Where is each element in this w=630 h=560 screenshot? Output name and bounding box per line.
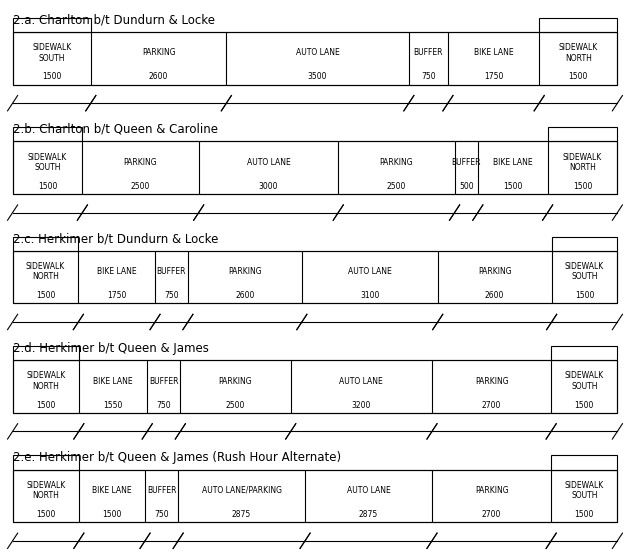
Text: 2.c. Herkimer b/t Dundurn & Locke: 2.c. Herkimer b/t Dundurn & Locke: [13, 232, 218, 245]
Text: 1500: 1500: [569, 72, 588, 81]
Bar: [13, 127, 83, 142]
Text: SIDEWALK
SOUTH: SIDEWALK SOUTH: [32, 43, 71, 63]
Text: 2.d. Herkimer b/t Queen & James: 2.d. Herkimer b/t Queen & James: [13, 342, 209, 354]
Text: SIDEWALK
NORTH: SIDEWALK NORTH: [26, 480, 66, 500]
Text: 3000: 3000: [259, 182, 278, 191]
Text: 2700: 2700: [482, 400, 501, 409]
Text: SIDEWALK
NORTH: SIDEWALK NORTH: [559, 43, 598, 63]
Bar: [13, 346, 79, 360]
Text: PARKING: PARKING: [475, 486, 508, 495]
Text: BIKE LANE: BIKE LANE: [92, 486, 132, 495]
Text: PARKING: PARKING: [478, 267, 512, 276]
Text: BIKE LANE: BIKE LANE: [93, 376, 133, 385]
Text: SIDEWALK
SOUTH: SIDEWALK SOUTH: [565, 262, 604, 281]
Text: 1500: 1500: [575, 400, 594, 409]
Text: SIDEWALK
NORTH: SIDEWALK NORTH: [563, 152, 602, 172]
Text: 2500: 2500: [387, 182, 406, 191]
Text: SIDEWALK
NORTH: SIDEWALK NORTH: [26, 262, 65, 281]
Text: SIDEWALK
NORTH: SIDEWALK NORTH: [26, 371, 66, 391]
Text: BIKE LANE: BIKE LANE: [474, 48, 513, 57]
Text: 3200: 3200: [352, 400, 371, 409]
Bar: [13, 32, 617, 85]
Text: PARKING: PARKING: [380, 158, 413, 167]
Bar: [13, 18, 91, 32]
Text: 2.b. Charlton b/t Queen & Caroline: 2.b. Charlton b/t Queen & Caroline: [13, 123, 217, 136]
Text: BUFFER: BUFFER: [149, 376, 178, 385]
Text: PARKING: PARKING: [142, 48, 175, 57]
Text: PARKING: PARKING: [475, 376, 508, 385]
Bar: [13, 142, 617, 194]
Text: 750: 750: [421, 72, 436, 81]
Bar: [13, 470, 617, 522]
Text: 1500: 1500: [102, 510, 122, 519]
Bar: [13, 470, 617, 522]
Text: 1500: 1500: [503, 182, 522, 191]
Text: 1500: 1500: [38, 182, 57, 191]
Bar: [13, 251, 617, 304]
Text: 2.a. Charlton b/t Dundurn & Locke: 2.a. Charlton b/t Dundurn & Locke: [13, 13, 215, 26]
Text: AUTO LANE: AUTO LANE: [295, 48, 340, 57]
Text: 1500: 1500: [573, 182, 592, 191]
Text: SIDEWALK
SOUTH: SIDEWALK SOUTH: [564, 371, 604, 391]
Text: 2600: 2600: [485, 291, 505, 300]
Bar: [13, 237, 78, 251]
Bar: [552, 237, 617, 251]
Text: 2875: 2875: [232, 510, 251, 519]
Text: 2.e. Herkimer b/t Queen & James (Rush Hour Alternate): 2.e. Herkimer b/t Queen & James (Rush Ho…: [13, 451, 341, 464]
Text: AUTO LANE/PARKING: AUTO LANE/PARKING: [202, 486, 282, 495]
Text: 2600: 2600: [235, 291, 255, 300]
Text: 1750: 1750: [484, 72, 503, 81]
Text: 750: 750: [156, 400, 171, 409]
Bar: [547, 127, 617, 142]
Text: 2500: 2500: [131, 182, 150, 191]
Text: PARKING: PARKING: [219, 376, 253, 385]
Bar: [13, 455, 79, 470]
Bar: [13, 32, 617, 85]
Text: 1500: 1500: [36, 291, 55, 300]
Text: 1750: 1750: [107, 291, 127, 300]
Bar: [551, 455, 617, 470]
Text: 1500: 1500: [575, 291, 594, 300]
Text: BIKE LANE: BIKE LANE: [493, 158, 532, 167]
Bar: [13, 360, 617, 413]
Text: 2875: 2875: [359, 510, 378, 519]
Text: 3100: 3100: [360, 291, 379, 300]
Bar: [539, 18, 617, 32]
Text: BUFFER: BUFFER: [452, 158, 481, 167]
Bar: [13, 142, 617, 194]
Text: 500: 500: [459, 182, 474, 191]
Text: PARKING: PARKING: [123, 158, 158, 167]
Text: BUFFER: BUFFER: [157, 267, 186, 276]
Text: 2700: 2700: [482, 510, 501, 519]
Text: 2500: 2500: [226, 400, 245, 409]
Bar: [551, 346, 617, 360]
Text: 1500: 1500: [575, 510, 594, 519]
Bar: [13, 360, 617, 413]
Text: 2600: 2600: [149, 72, 168, 81]
Text: BUFFER: BUFFER: [414, 48, 443, 57]
Text: 3500: 3500: [308, 72, 328, 81]
Text: 1500: 1500: [42, 72, 61, 81]
Text: 1500: 1500: [36, 510, 55, 519]
Text: 1550: 1550: [103, 400, 123, 409]
Text: SIDEWALK
SOUTH: SIDEWALK SOUTH: [564, 480, 604, 500]
Text: 750: 750: [164, 291, 179, 300]
Bar: [13, 251, 617, 304]
Text: AUTO LANE: AUTO LANE: [348, 267, 392, 276]
Text: BUFFER: BUFFER: [147, 486, 176, 495]
Text: 1500: 1500: [36, 400, 55, 409]
Text: PARKING: PARKING: [228, 267, 261, 276]
Text: AUTO LANE: AUTO LANE: [246, 158, 290, 167]
Text: 750: 750: [154, 510, 169, 519]
Text: SIDEWALK
SOUTH: SIDEWALK SOUTH: [28, 152, 67, 172]
Text: AUTO LANE: AUTO LANE: [346, 486, 391, 495]
Text: AUTO LANE: AUTO LANE: [340, 376, 383, 385]
Text: BIKE LANE: BIKE LANE: [97, 267, 137, 276]
